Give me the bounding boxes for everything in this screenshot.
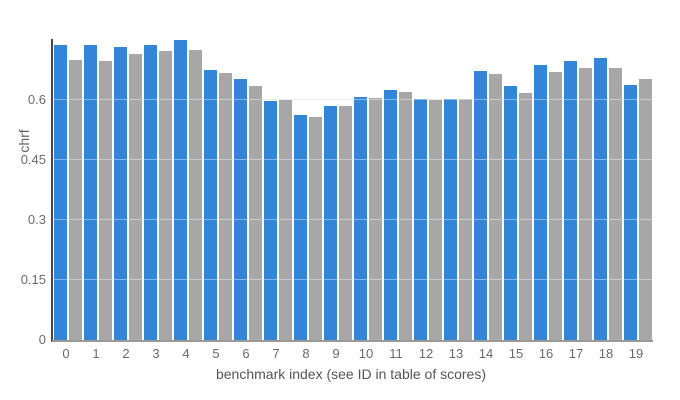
bar-gray [638,79,653,340]
bar-blue [593,58,608,340]
bar-group-6 [233,39,263,340]
bar-group-9 [323,39,353,340]
gridline [53,99,653,100]
bar-gray [458,99,473,340]
bar-group-8 [293,39,323,340]
bar-group-19 [623,39,653,340]
bar-blue [533,65,548,340]
y-tick-label: 0.6 [27,92,46,107]
bar-group-2 [113,39,143,340]
bar-blue [323,106,338,340]
x-tick-label: 17 [568,346,584,361]
x-tick-label: 14 [478,346,494,361]
bar-gray [188,50,203,340]
bar-group-12 [413,39,443,340]
x-tick-label: 2 [122,346,130,361]
bar-gray [488,74,503,340]
x-axis-tick-labels: 0 1 2 3 4 5 6 7 8 9 10 11 12 13 14 15 16 17 18 19 [51,347,651,361]
bar-blue [473,70,488,340]
bar-gray [248,86,263,340]
bar-group-4 [173,39,203,340]
y-tick-label: 0.3 [27,212,46,227]
bar-blue [173,40,188,340]
bar-blue [233,79,248,340]
bar-gray [398,92,413,340]
x-tick-label: 10 [358,346,374,361]
bar-gray [608,67,623,340]
bar-group-16 [533,39,563,340]
bar-group-0 [53,39,83,340]
bar-group-3 [143,39,173,340]
y-tick-label: 0 [38,332,46,347]
bar-gray [128,54,143,340]
x-tick-label: 5 [212,346,220,361]
bar-gray [518,93,533,340]
bar-gray [368,98,383,340]
bar-blue [413,99,428,340]
x-tick-label: 11 [389,346,403,361]
bar-blue [443,99,458,340]
x-tick-label: 18 [598,346,614,361]
bar-group-7 [263,39,293,340]
bar-group-18 [593,39,623,340]
bar-gray [428,100,443,340]
bar-group-13 [443,39,473,340]
bar-gray [218,72,233,340]
plot-area [51,39,653,342]
bar-blue [623,85,638,340]
bar-group-11 [383,39,413,340]
gridline [53,219,653,220]
bar-group-5 [203,39,233,340]
x-tick-label: 7 [272,346,280,361]
x-tick-label: 3 [152,346,160,361]
bars-container [53,39,653,340]
bar-gray [308,116,323,340]
bar-gray [278,100,293,340]
x-tick-label: 9 [332,346,340,361]
x-tick-label: 0 [62,346,70,361]
x-tick-label: 12 [418,346,434,361]
y-tick-label: 0.15 [20,272,46,287]
x-tick-label: 13 [448,346,464,361]
bar-gray [158,51,173,340]
gridline [53,159,653,160]
bar-group-10 [353,39,383,340]
bar-group-17 [563,39,593,340]
x-tick-label: 16 [538,346,554,361]
bar-blue [143,45,158,340]
bar-blue [293,114,308,340]
x-tick-label: 8 [302,346,310,361]
bar-blue [353,96,368,340]
x-axis-title: benchmark index (see ID in table of scor… [215,366,486,382]
bar-blue [503,86,518,340]
y-tick-label: 0.45 [20,152,46,167]
bar-gray [68,60,83,340]
x-tick-label: 15 [508,346,524,361]
bar-blue [203,70,218,340]
bar-blue [53,45,68,340]
bar-blue [383,90,398,340]
x-tick-label: 1 [92,346,100,361]
bar-group-1 [83,39,113,340]
bar-gray [578,68,593,340]
bar-blue [113,47,128,340]
bar-gray [548,71,563,340]
bar-blue [563,61,578,340]
bar-gray [338,105,353,340]
bar-gray [98,60,113,340]
x-tick-label: 19 [628,346,644,361]
x-tick-label: 4 [182,346,190,361]
bar-blue [263,101,278,340]
bar-blue [83,44,98,340]
gridline [53,279,653,280]
bar-group-15 [503,39,533,340]
bar-group-14 [473,39,503,340]
x-tick-label: 6 [242,346,250,361]
